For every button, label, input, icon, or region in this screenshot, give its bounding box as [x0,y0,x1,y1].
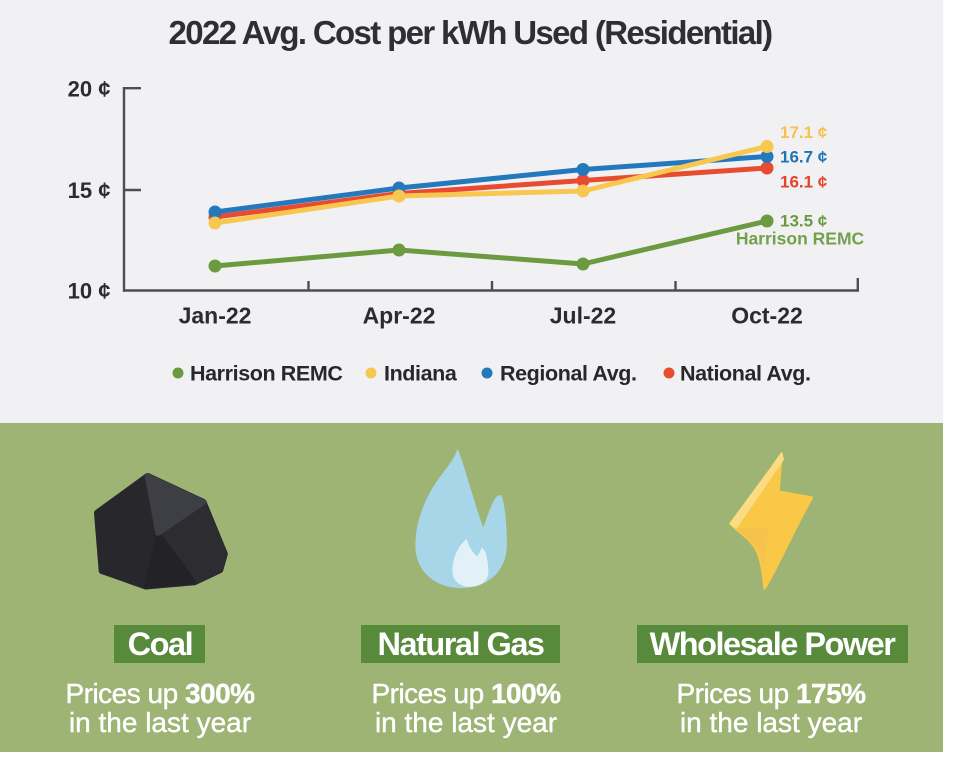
svg-text:National Avg.: National Avg. [680,362,811,386]
svg-text:13.5 ¢: 13.5 ¢ [780,212,828,231]
svg-text:17.1 ¢: 17.1 ¢ [780,123,828,142]
svg-text:16.7 ¢: 16.7 ¢ [780,148,828,167]
svg-text:Jul-22: Jul-22 [550,303,616,329]
svg-text:16.1 ¢: 16.1 ¢ [780,173,828,192]
svg-text:Harrison REMC: Harrison REMC [736,229,865,249]
svg-text:2022 Avg. Cost per kWh Used (R: 2022 Avg. Cost per kWh Used (Residential… [169,14,773,51]
svg-text:15 ¢: 15 ¢ [68,178,111,203]
svg-text:10 ¢: 10 ¢ [68,278,111,303]
svg-text:Jan-22: Jan-22 [179,303,252,329]
svg-text:Apr-22: Apr-22 [363,303,436,329]
svg-text:Oct-22: Oct-22 [731,303,803,329]
svg-text:Indiana: Indiana [384,362,458,386]
svg-text:20 ¢: 20 ¢ [68,76,111,101]
svg-text:Regional Avg.: Regional Avg. [500,362,637,386]
svg-text:Harrison REMC: Harrison REMC [190,362,343,386]
